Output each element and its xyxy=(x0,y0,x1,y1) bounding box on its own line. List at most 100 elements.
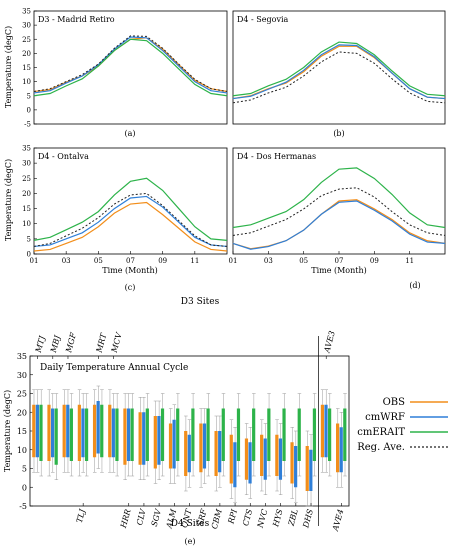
range-bar-obs xyxy=(47,404,51,461)
x-tick-label: 07 xyxy=(126,257,135,265)
range-bar-cmerait xyxy=(160,408,165,461)
bottom-tick-label: SRF xyxy=(196,508,209,527)
legend-label-cmwrf: cmWRF xyxy=(365,412,405,423)
panel-b-plot xyxy=(232,41,446,104)
bottom-tick-label: ZBL xyxy=(286,508,299,527)
range-bar-cmwrf xyxy=(126,408,131,461)
range-bar-obs xyxy=(184,431,188,476)
range-bar-cmwrf xyxy=(309,449,313,491)
range-bar-cmerait xyxy=(176,408,180,461)
range-bar-cmerait xyxy=(39,404,43,461)
range-bar-obs xyxy=(123,408,127,465)
panel-a-letter: (a) xyxy=(124,129,135,138)
range-bar-cmwrf xyxy=(202,423,207,469)
x-tick-label: 01 xyxy=(30,257,39,265)
range-bar-obs xyxy=(168,423,173,469)
range-bar-cmwrf xyxy=(142,412,146,465)
range-bar-cmwrf xyxy=(278,438,283,480)
panel-a-plot: -5 0 5 10 15 20 25 30 35 xyxy=(22,8,228,129)
top-tick-label: MBJ xyxy=(49,334,63,355)
range-bar-cmwrf xyxy=(50,408,55,458)
y-tick-label: 10 xyxy=(22,78,31,86)
bottom-tick-label: CTS xyxy=(241,508,254,527)
y-tick-label: 20 xyxy=(22,50,31,58)
range-bar-cmwrf xyxy=(294,446,298,488)
panel-a-frame xyxy=(33,10,228,125)
panel-d-title: D4 - Dos Hermanas xyxy=(237,152,316,161)
y-tick-label: 30 xyxy=(22,22,31,30)
series-line-reg-ave- xyxy=(33,35,228,93)
bottom-tick-label: NVC xyxy=(256,508,270,530)
range-bar-obs xyxy=(336,423,340,473)
panel-d-letter: (d) xyxy=(409,281,420,290)
panel-d-plot: 01 03 05 07 09 11 xyxy=(229,167,446,265)
y-tick-label: 35 xyxy=(22,8,31,16)
range-bar-cmwrf xyxy=(157,416,161,465)
range-bar-obs xyxy=(275,434,279,476)
range-bar-cmwrf xyxy=(35,404,39,458)
range-bar-obs xyxy=(290,442,294,484)
panel-c-frame xyxy=(33,147,228,255)
panel-a-ylabel: Temperature (degC) xyxy=(4,26,13,108)
y-tick-label: 10 xyxy=(17,446,27,455)
range-bar-cmwrf xyxy=(111,408,115,458)
series-line-cmerait xyxy=(33,38,228,97)
bottom-tick-label: HYS xyxy=(271,508,285,529)
range-bar-obs xyxy=(32,404,36,458)
panel-d-xlabel: Time (Month) xyxy=(311,266,367,275)
range-bar-cmerait xyxy=(130,408,134,461)
legend: OBS cmWRF cmERAIT Reg. Ave. xyxy=(357,397,448,453)
range-bar-cmerait xyxy=(282,408,286,461)
range-bar-cmerait xyxy=(115,408,119,461)
series-line-cmerait xyxy=(232,167,446,229)
bottom-tick-label: TLJ xyxy=(75,507,87,523)
series-line-cmwrf xyxy=(232,200,446,250)
panel-b-frame xyxy=(232,10,446,125)
x-tick-label: 11 xyxy=(190,257,199,265)
range-bar-cmerait xyxy=(221,408,225,461)
panel-c-letter: (c) xyxy=(125,283,136,292)
x-tick-label: 01 xyxy=(229,257,238,265)
range-bar-obs xyxy=(244,438,249,480)
y-tick-label: 30 xyxy=(22,160,31,168)
y-tick-label: 0 xyxy=(22,483,27,492)
series-line-cmwrf xyxy=(33,195,228,248)
range-bar-obs xyxy=(320,404,325,458)
range-bar-cmerait xyxy=(312,408,317,461)
y-tick-label: 15 xyxy=(22,64,31,72)
panel-e-plot: -5 0 5 10 15 20 25 30 35 MTJ MBJ MGF TLJ MRT MCV HRR CLV… xyxy=(17,330,347,533)
panel-d: D4 - Dos Hermanas Time (Month) 01 03 05 07 0… xyxy=(229,147,446,290)
panel-e-top-axis-label: D3 Sites xyxy=(181,297,220,307)
range-bar-cmerait xyxy=(206,408,210,461)
range-bar-cmerait xyxy=(100,404,104,458)
panel-c-title: D4 - Ontalva xyxy=(38,152,89,161)
y-tick-label: -5 xyxy=(24,121,31,129)
range-bar-obs xyxy=(260,434,264,476)
x-tick-label: 07 xyxy=(335,257,344,265)
series-line-reg-ave- xyxy=(232,51,446,104)
y-tick-label: 25 xyxy=(22,36,31,44)
panel-c-xlabel: Time (Month) xyxy=(102,266,158,275)
series-line-obs xyxy=(232,199,446,250)
range-bar-cmwrf xyxy=(96,401,100,454)
range-bar-cmerait xyxy=(84,408,89,461)
x-tick-label: 03 xyxy=(264,257,273,265)
legend-label-cmerait: cmERAIT xyxy=(357,427,405,438)
panel-b-letter: (b) xyxy=(333,129,344,138)
range-bar-cmerait xyxy=(191,408,195,461)
range-bar-cmwrf xyxy=(263,438,267,480)
series-line-cmerait xyxy=(33,177,228,241)
y-tick-label: 30 xyxy=(17,371,27,380)
range-bar-obs xyxy=(214,431,218,476)
range-bar-cmerait xyxy=(236,408,241,461)
y-tick-label: 25 xyxy=(17,390,27,399)
range-bar-obs xyxy=(92,404,97,458)
range-bar-obs xyxy=(62,404,66,458)
range-bar-obs xyxy=(77,404,81,461)
panel-a: D3 - Madrid Retiro Temperature (degC) -5… xyxy=(4,8,228,138)
range-bar-obs xyxy=(153,416,157,469)
series-line-obs xyxy=(33,201,228,252)
top-tick-label: MGF xyxy=(64,331,78,354)
range-bar-obs xyxy=(199,423,203,473)
